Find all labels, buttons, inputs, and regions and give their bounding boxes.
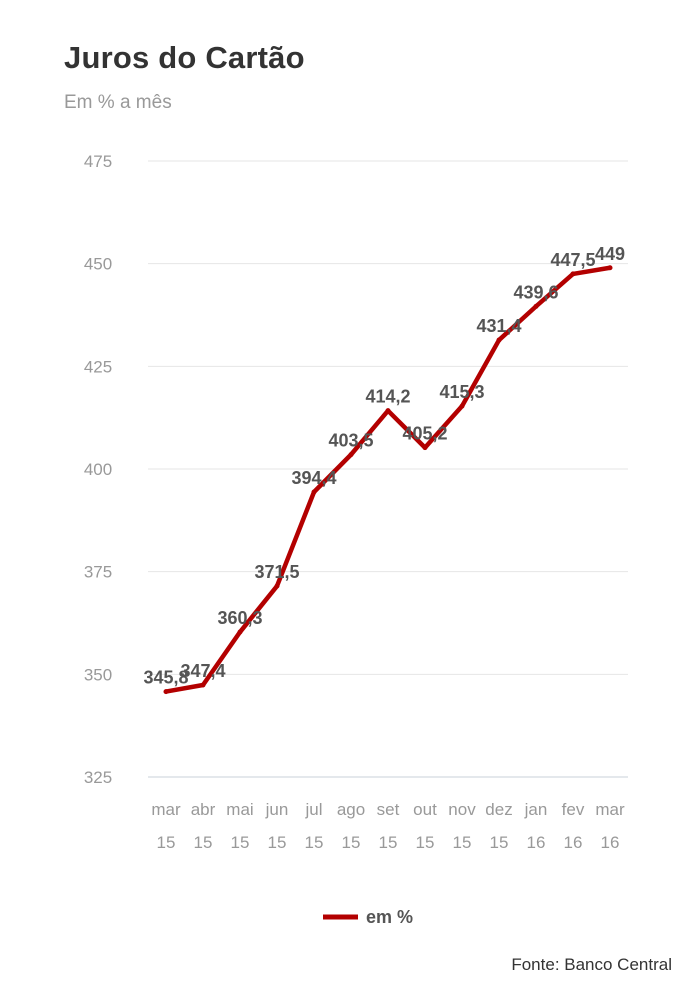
gridlines xyxy=(148,160,628,778)
x-tick-label-month: abr xyxy=(191,800,216,819)
data-label: 394,4 xyxy=(291,468,336,488)
data-point[interactable] xyxy=(607,265,613,271)
x-tick-label-year: 15 xyxy=(416,833,435,852)
data-label: 347,4 xyxy=(180,661,225,681)
y-tick-label: 475 xyxy=(84,152,112,171)
data-point[interactable] xyxy=(385,408,391,414)
y-tick-label: 400 xyxy=(84,460,112,479)
x-tick-label-year: 15 xyxy=(231,833,250,852)
data-point[interactable] xyxy=(163,689,169,695)
data-label: 447,5 xyxy=(550,250,595,270)
y-tick-label: 450 xyxy=(84,255,112,274)
x-tick-label-year: 15 xyxy=(305,833,324,852)
y-axis: 475 450 425 400 375 350 325 xyxy=(84,152,112,787)
legend-label: em % xyxy=(366,907,413,927)
series-group xyxy=(163,265,613,695)
data-label: 405,2 xyxy=(402,424,447,444)
x-tick-label-month: mar xyxy=(595,800,625,819)
data-point[interactable] xyxy=(570,271,576,277)
data-point[interactable] xyxy=(496,337,502,343)
data-point[interactable] xyxy=(422,445,428,451)
x-tick-label-month: set xyxy=(377,800,400,819)
x-tick-label-year: 15 xyxy=(490,833,509,852)
x-tick-label-month: out xyxy=(413,800,437,819)
x-tick-label-month: jul xyxy=(304,800,322,819)
data-point[interactable] xyxy=(533,303,539,309)
data-point[interactable] xyxy=(237,629,243,635)
x-tick-label-month: mar xyxy=(151,800,181,819)
data-label: 345,8 xyxy=(143,668,188,688)
data-point[interactable] xyxy=(200,682,206,688)
data-label: 449 xyxy=(595,244,625,264)
y-tick-label: 425 xyxy=(84,357,112,376)
data-point[interactable] xyxy=(348,452,354,458)
x-tick-label-month: jun xyxy=(265,800,289,819)
data-label: 403,5 xyxy=(328,431,373,451)
data-label: 360,3 xyxy=(217,608,262,628)
data-point[interactable] xyxy=(274,583,280,589)
x-tick-label-month: fev xyxy=(562,800,585,819)
chart-title: Juros do Cartão xyxy=(64,40,305,75)
x-tick-label-month: nov xyxy=(448,800,476,819)
x-tick-label-year: 15 xyxy=(157,833,176,852)
y-tick-label: 350 xyxy=(84,665,112,684)
x-tick-label-month: mai xyxy=(226,800,253,819)
x-tick-label-month: dez xyxy=(485,800,512,819)
y-tick-label: 325 xyxy=(84,768,112,787)
chart-subtitle: Em % a mês xyxy=(64,92,172,113)
legend[interactable]: em % xyxy=(323,907,413,927)
x-tick-label-year: 16 xyxy=(601,833,620,852)
x-tick-label-year: 15 xyxy=(342,833,361,852)
data-label: 415,3 xyxy=(439,382,484,402)
data-label: 414,2 xyxy=(365,387,410,407)
x-tick-label-year: 16 xyxy=(564,833,583,852)
y-tick-label: 375 xyxy=(84,563,112,582)
data-point[interactable] xyxy=(311,489,317,495)
data-point[interactable] xyxy=(459,403,465,409)
x-tick-label-year: 15 xyxy=(453,833,472,852)
data-label: 431,4 xyxy=(476,316,521,336)
source-note: Fonte: Banco Central xyxy=(511,955,672,974)
x-tick-label-year: 15 xyxy=(194,833,213,852)
x-tick-label-year: 16 xyxy=(527,833,546,852)
x-tick-label-year: 15 xyxy=(268,833,287,852)
data-label: 439,6 xyxy=(513,282,558,302)
data-label: 371,5 xyxy=(254,562,299,582)
x-tick-label-month: ago xyxy=(337,800,365,819)
x-axis: mar 15 abr 15 mai 15 jun 15 jul 15 ago 15 set 15 out 15… xyxy=(151,800,625,852)
x-tick-label-year: 15 xyxy=(379,833,398,852)
x-tick-label-month: jan xyxy=(524,800,548,819)
